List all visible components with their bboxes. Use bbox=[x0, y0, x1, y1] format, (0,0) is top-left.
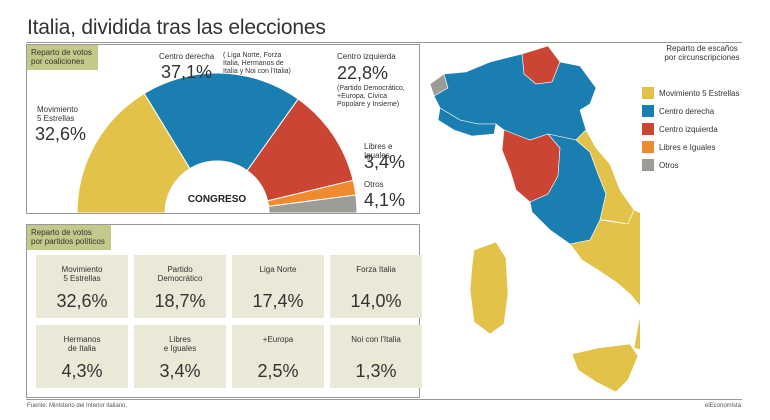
title-rule bbox=[26, 42, 742, 43]
party-pct: 17,4% bbox=[252, 291, 304, 311]
party-card: Liga Norte 17,4% bbox=[232, 255, 324, 318]
party-name: Noi con l'Italia bbox=[351, 335, 401, 344]
label-ci-pct: 22,8% bbox=[337, 63, 389, 83]
party-name: Forza Italia bbox=[356, 265, 396, 274]
chart-center-label: CONGRESO bbox=[187, 194, 247, 205]
party-name: Movimiento 5 Estrellas bbox=[61, 265, 103, 283]
legend-swatch bbox=[642, 159, 654, 171]
legend-label: Libres e Iguales bbox=[659, 143, 716, 152]
party-pct: 2,5% bbox=[257, 361, 299, 381]
parties-panel: Reparto de votos por partidos políticos … bbox=[26, 224, 422, 398]
label-lei-pct: 3,4% bbox=[364, 152, 406, 172]
label-otros-name: Otros bbox=[364, 180, 384, 189]
party-pct: 18,7% bbox=[154, 291, 206, 311]
map-region-adriatic-yellow bbox=[575, 129, 635, 225]
party-name: Liga Norte bbox=[259, 265, 297, 274]
party-card: Forza Italia 14,0% bbox=[330, 255, 422, 318]
slice-m5s bbox=[76, 92, 191, 213]
coalitions-semicircle-chart bbox=[76, 72, 358, 213]
parties-tag: Reparto de votos por partidos políticos bbox=[27, 225, 111, 250]
party-name: Partido Democrático bbox=[157, 265, 203, 283]
label-otros-pct: 4,1% bbox=[364, 190, 406, 210]
label-m5s-pct: 32,6% bbox=[35, 124, 87, 144]
party-name: Hermanos de Italia bbox=[63, 335, 101, 353]
party-card: Hermanos de Italia 4,3% bbox=[36, 325, 128, 388]
party-pct: 3,4% bbox=[159, 361, 201, 381]
map-region-sardinia bbox=[469, 241, 509, 335]
map-region-liguria bbox=[437, 107, 497, 137]
legend-label: Centro derecha bbox=[659, 107, 715, 116]
party-pct: 14,0% bbox=[350, 291, 402, 311]
party-pct: 1,3% bbox=[355, 361, 397, 381]
label-ci-note: (Partido Democrático, +Europa, Cívica Po… bbox=[337, 85, 405, 108]
legend-swatch bbox=[642, 87, 654, 99]
legend-label: Movimiento 5 Estrellas bbox=[659, 89, 740, 98]
label-lei-name: Libres e Iguales bbox=[364, 142, 393, 160]
legend-swatch bbox=[642, 141, 654, 153]
party-card: Movimiento 5 Estrellas 32,6% bbox=[36, 255, 128, 318]
party-pct: 4,3% bbox=[61, 361, 103, 381]
map-region-sicily bbox=[571, 343, 639, 393]
party-name: Libres e Iguales bbox=[163, 335, 197, 353]
party-card: Partido Democrático 18,7% bbox=[134, 255, 226, 318]
coalitions-panel: Reparto de votos por coaliciones Movimie… bbox=[26, 44, 420, 214]
party-name: +Europa bbox=[262, 335, 294, 344]
label-cd-pct: 37,1% bbox=[161, 62, 213, 82]
label-m5s-name: Movimiento 5 Estrellas bbox=[37, 105, 78, 123]
page-title: Italia, dividida tras las elecciones bbox=[27, 16, 326, 39]
party-card: Noi con l'Italia 1,3% bbox=[330, 325, 422, 388]
label-ci-name: Centro izquierda bbox=[337, 52, 396, 61]
legend-label: Centro izquierda bbox=[659, 125, 718, 134]
footer-rule bbox=[26, 399, 742, 400]
slice-centro-derecha bbox=[143, 72, 299, 172]
map-legend-title: Reparto de escaños por circunscripciones bbox=[664, 44, 740, 62]
party-card: Libres e Iguales 3,4% bbox=[134, 325, 226, 388]
map-legend-item: Libres e Iguales bbox=[642, 141, 762, 153]
party-card: +Europa 2,5% bbox=[232, 325, 324, 388]
map-legend-item: Movimiento 5 Estrellas bbox=[642, 87, 762, 99]
party-pct: 32,6% bbox=[56, 291, 108, 311]
source-note: Fuente: Ministerio del Interior italiano… bbox=[27, 403, 128, 409]
coalitions-tag: Reparto de votos por coaliciones bbox=[27, 45, 98, 70]
legend-label: Otros bbox=[659, 161, 679, 170]
legend-swatch bbox=[642, 105, 654, 117]
italy-map bbox=[429, 45, 640, 393]
slice-otros bbox=[268, 194, 358, 213]
label-cd-name: Centro derecha bbox=[159, 52, 215, 61]
map-legend-item: Centro izquierda bbox=[642, 123, 762, 135]
map-legend-item: Centro derecha bbox=[642, 105, 762, 117]
map-legend-item: Otros bbox=[642, 159, 762, 171]
legend-swatch bbox=[642, 123, 654, 135]
label-cd-note: ( Liga Norte, Forza Italia, Hermanos de … bbox=[223, 52, 291, 75]
map-region-south-yellow bbox=[569, 209, 640, 350]
credit: elEconomista bbox=[705, 403, 742, 409]
